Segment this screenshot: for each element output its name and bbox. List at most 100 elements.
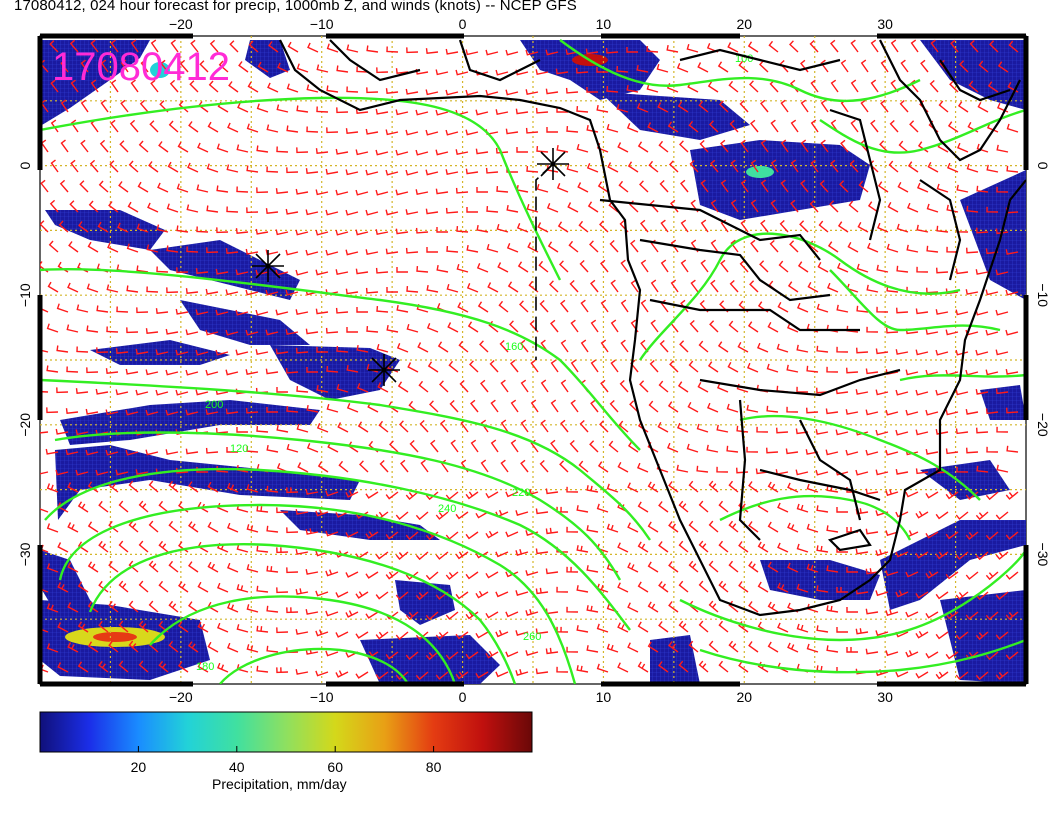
wind-barb <box>505 89 519 96</box>
wind-barb <box>1005 651 1019 660</box>
wind-barb <box>898 140 909 153</box>
wind-barb <box>265 329 279 336</box>
wind-barb <box>268 41 279 53</box>
wind-barb <box>658 581 669 593</box>
wind-barb <box>120 59 129 73</box>
wind-barb <box>179 59 189 73</box>
wind-barb <box>826 282 839 293</box>
wind-barb <box>629 200 639 213</box>
wind-barb <box>955 631 969 640</box>
colorbar-tick-label: 40 <box>229 759 245 775</box>
wind-barb <box>806 643 819 653</box>
wind-barb <box>45 448 59 455</box>
wind-barb <box>435 591 449 600</box>
wind-barb <box>739 99 749 113</box>
wind-barb <box>109 160 119 173</box>
wind-barb <box>870 119 879 133</box>
wind-barb <box>466 207 478 213</box>
wind-barb <box>216 622 229 633</box>
wind-barb <box>255 309 269 316</box>
wind-barb <box>1005 611 1019 620</box>
wind-barb <box>177 141 189 153</box>
wind-barb <box>238 61 249 73</box>
wind-barb <box>916 182 929 193</box>
wind-barb <box>306 404 319 413</box>
wind-barb <box>385 248 399 255</box>
wind-barb <box>636 103 649 113</box>
wind-barb <box>196 226 209 233</box>
wind-barb <box>115 389 129 396</box>
wind-barb <box>326 127 339 134</box>
wind-barb <box>366 326 379 333</box>
wind-barb <box>355 189 369 196</box>
wind-barb <box>880 99 889 113</box>
wind-barb <box>196 184 209 193</box>
wind-barb <box>815 469 829 476</box>
wind-barb <box>800 139 809 153</box>
wind-barb <box>790 199 799 213</box>
wind-barb <box>375 591 389 600</box>
wind-barb <box>698 500 709 513</box>
wind-barb <box>586 645 599 653</box>
wind-barb <box>876 264 889 273</box>
wind-barb <box>976 143 989 153</box>
wind-barb <box>78 221 89 233</box>
wind-barb <box>680 219 689 233</box>
wind-barb <box>885 409 899 416</box>
wind-barb <box>670 199 679 213</box>
wind-barb <box>620 339 629 353</box>
wind-barb <box>657 421 669 433</box>
wind-barb <box>569 279 579 293</box>
wind-barb <box>596 67 608 73</box>
wind-barb <box>458 340 469 353</box>
wind-barb <box>600 379 609 393</box>
wind-barb <box>356 344 369 353</box>
wind-barb <box>185 329 199 336</box>
wind-barb <box>787 482 799 493</box>
wind-barb <box>469 360 479 373</box>
wind-barb <box>445 129 459 136</box>
wind-barb <box>865 528 879 535</box>
wind-barb <box>495 671 509 678</box>
wind-barb <box>158 580 169 593</box>
wind-barb <box>995 631 1009 640</box>
wind-barb <box>256 103 269 113</box>
wind-barb <box>746 404 759 413</box>
wind-barb <box>647 521 659 533</box>
wind-barb <box>535 107 549 114</box>
wind-barb <box>966 163 979 173</box>
wind-barb <box>630 239 639 253</box>
wind-barb <box>265 289 279 296</box>
wind-barb <box>295 509 309 515</box>
wind-barb <box>678 500 689 513</box>
wind-barb <box>810 159 819 173</box>
wind-barb <box>865 449 879 456</box>
contour-label: 200 <box>205 399 223 411</box>
wind-barb <box>475 590 489 599</box>
wind-barb <box>226 562 239 573</box>
wind-barb <box>87 481 99 493</box>
wind-barb <box>435 511 449 520</box>
wind-barb <box>95 469 109 476</box>
wind-barb <box>296 147 309 154</box>
wind-barb <box>846 607 858 613</box>
wind-barb <box>255 269 269 276</box>
wind-barb <box>795 469 809 476</box>
wind-barb <box>738 60 749 73</box>
wind-barb <box>626 123 639 133</box>
wind-barb <box>826 565 839 573</box>
wind-barb <box>696 465 709 473</box>
wind-barb <box>316 384 329 393</box>
wind-barb <box>850 39 859 53</box>
wind-barb <box>860 99 869 113</box>
wind-barb <box>205 369 219 376</box>
wind-barb <box>399 420 409 433</box>
wind-barb <box>365 249 379 256</box>
wind-barb <box>486 244 499 253</box>
wind-barb <box>465 531 479 540</box>
wind-barb <box>617 461 629 473</box>
wind-barb <box>546 203 559 213</box>
wind-barb <box>455 187 469 194</box>
wind-barb <box>620 299 629 313</box>
wind-barb <box>296 105 309 113</box>
